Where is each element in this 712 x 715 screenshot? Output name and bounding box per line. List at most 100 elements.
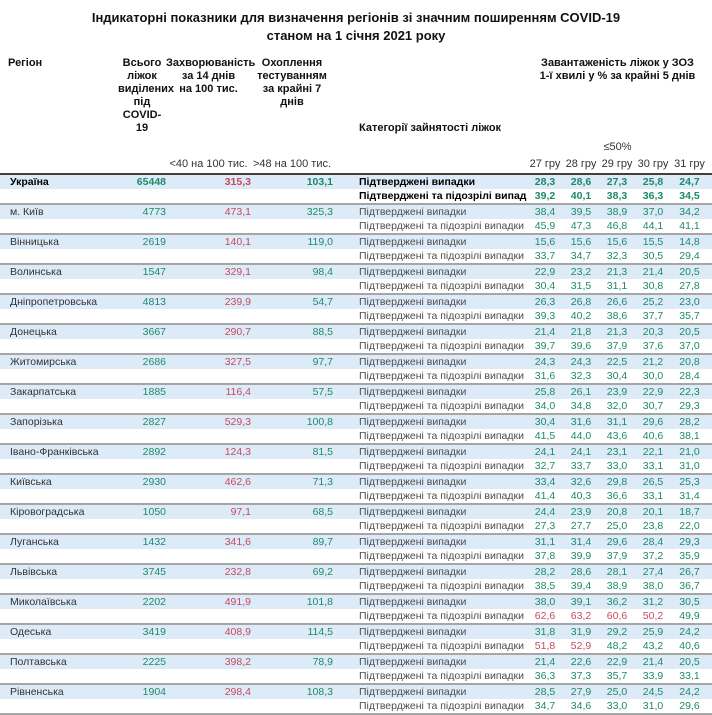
beds-value: 2827 [142, 415, 166, 428]
incidence-value: 491,9 [224, 595, 251, 608]
incidence-value: 239,9 [224, 295, 251, 308]
load-threshold-label: ≤50% [603, 141, 632, 153]
region-row-confirmed: Рівненська 1904 298,4 108,3 Підтверджені вип… [0, 685, 712, 699]
load-value-confirmed: 23,9 [570, 505, 592, 518]
load-value-suspected: 29,3 [679, 399, 700, 412]
beds-value: 2225 [142, 655, 166, 668]
table-header: Регіон Всього ліжок виділених під COVID-… [0, 57, 712, 135]
load-value-confirmed: 20,5 [679, 265, 700, 278]
region-name: Запорізька [10, 415, 63, 428]
column-header-region: Регіон [8, 57, 43, 69]
load-value-confirmed: 28,5 [534, 685, 556, 698]
load-value-confirmed: 20,3 [642, 325, 664, 338]
category-confirmed-label: Підтверджені випадки [359, 385, 467, 398]
testing-value: 89,7 [312, 535, 333, 548]
region-block: Закарпатська 1885 116,4 57,5 Підтверджені ви… [0, 385, 712, 415]
load-value-confirmed: 28,1 [606, 565, 628, 578]
testing-value: 81,5 [312, 445, 333, 458]
region-row-suspected: Підтверджені та підозрілі випадки 62,6 63,… [0, 609, 712, 623]
load-value-suspected: 33,0 [606, 699, 628, 712]
region-row-suspected: Підтверджені та підозрілі випадки 45,9 47,… [0, 219, 712, 233]
load-value-suspected: 45,9 [534, 219, 556, 232]
beds-value: 2930 [142, 475, 166, 488]
region-name: Київська [10, 475, 52, 488]
load-value-suspected: 33,7 [570, 459, 592, 472]
load-value-confirmed: 23,0 [679, 295, 700, 308]
load-value-suspected: 38,6 [606, 309, 628, 322]
load-value-suspected: 38,0 [642, 579, 664, 592]
load-value-suspected: 35,9 [679, 549, 700, 562]
category-suspected-label: Підтверджені та підозрілі випадки [359, 459, 524, 472]
load-value-suspected: 33,9 [642, 669, 664, 682]
date-column-label: 30 гру [637, 158, 669, 170]
load-value-confirmed: 21,8 [570, 325, 592, 338]
load-value-confirmed: 28,6 [570, 175, 592, 188]
category-suspected-label: Підтверджені та підозрілі випадки [359, 549, 524, 562]
load-value-suspected: 27,7 [570, 519, 592, 532]
load-value-suspected: 32,3 [606, 249, 628, 262]
region-row-suspected: Підтверджені та підозрілі випадки 39,7 39,… [0, 339, 712, 353]
category-suspected-label: Підтверджені та підозрілі випадки [359, 609, 524, 622]
load-value-confirmed: 22,5 [606, 355, 628, 368]
load-value-suspected: 32,3 [570, 369, 592, 382]
load-value-suspected: 43,6 [606, 429, 628, 442]
load-value-confirmed: 21,4 [642, 655, 664, 668]
load-value-confirmed: 24,5 [642, 685, 664, 698]
region-name: Дніпропетровська [10, 295, 98, 308]
region-block: Рівненська 1904 298,4 108,3 Підтверджені вип… [0, 685, 712, 715]
region-block: Миколаївська 2202 491,9 101,8 Підтверджені в… [0, 595, 712, 625]
load-value-suspected: 37,9 [606, 339, 628, 352]
load-value-suspected: 43,2 [642, 639, 664, 652]
load-value-suspected: 30,4 [534, 279, 556, 292]
load-value-confirmed: 25,8 [642, 175, 664, 188]
region-row-confirmed: Закарпатська 1885 116,4 57,5 Підтверджені ви… [0, 385, 712, 399]
load-value-suspected: 62,6 [534, 609, 556, 622]
load-value-suspected: 44,0 [570, 429, 592, 442]
load-value-suspected: 34,8 [570, 399, 592, 412]
load-value-confirmed: 28,2 [534, 565, 556, 578]
load-value-suspected: 34,5 [679, 189, 700, 202]
load-value-confirmed: 29,6 [606, 535, 628, 548]
load-value-confirmed: 22,9 [534, 265, 556, 278]
load-value-confirmed: 38,9 [606, 205, 628, 218]
category-confirmed-label: Підтверджені випадки [359, 415, 467, 428]
load-value-suspected: 30,5 [642, 249, 664, 262]
region-block: Київська 2930 462,6 71,3 Підтверджені випадк… [0, 475, 712, 505]
testing-value: 69,2 [312, 565, 333, 578]
category-confirmed-label: Підтверджені випадки [359, 595, 467, 608]
region-block: Україна 65448 315,3 103,1 Підтверджені випад… [0, 175, 712, 205]
incidence-value: 315,3 [224, 175, 251, 188]
region-name: Житомирська [10, 355, 77, 368]
load-value-confirmed: 15,6 [606, 235, 628, 248]
region-row-suspected: Підтверджені та підозрілі випадки 38,5 39,… [0, 579, 712, 593]
beds-value: 65448 [136, 175, 166, 188]
load-value-suspected: 39,2 [534, 189, 556, 202]
load-value-confirmed: 26,8 [570, 295, 592, 308]
region-row-suspected: Підтверджені та підозрілі випадки 41,5 44,… [0, 429, 712, 443]
load-value-confirmed: 21,3 [606, 265, 628, 278]
load-value-suspected: 36,7 [679, 579, 700, 592]
load-value-confirmed: 26,6 [606, 295, 628, 308]
testing-value: 97,7 [312, 355, 333, 368]
load-value-confirmed: 26,5 [642, 475, 664, 488]
load-value-confirmed: 24,1 [534, 445, 556, 458]
beds-value: 3667 [142, 325, 166, 338]
testing-value: 78,9 [312, 655, 333, 668]
load-value-confirmed: 25,8 [534, 385, 556, 398]
load-value-confirmed: 21,4 [534, 325, 556, 338]
category-confirmed-label: Підтверджені випадки [359, 655, 467, 668]
category-suspected-label: Підтверджені та підозрілі випадки [359, 339, 524, 352]
column-header-testing: Охоплення тестуванням за крайні 7 днів [257, 57, 327, 108]
region-row-confirmed: Волинська 1547 329,1 98,4 Підтверджені випад… [0, 265, 712, 279]
load-value-suspected: 39,4 [570, 579, 592, 592]
beds-value: 3419 [142, 625, 166, 638]
load-value-suspected: 39,9 [570, 549, 592, 562]
load-value-suspected: 37,2 [642, 549, 664, 562]
load-value-suspected: 34,7 [570, 249, 592, 262]
region-block: Івано-Франківська 2892 124,3 81,5 Підтвердже… [0, 445, 712, 475]
load-value-suspected: 33,1 [679, 669, 700, 682]
load-value-suspected: 38,9 [606, 579, 628, 592]
category-confirmed-label: Підтверджені випадки [359, 475, 467, 488]
load-value-suspected: 34,7 [534, 699, 556, 712]
load-value-suspected: 46,8 [606, 219, 628, 232]
